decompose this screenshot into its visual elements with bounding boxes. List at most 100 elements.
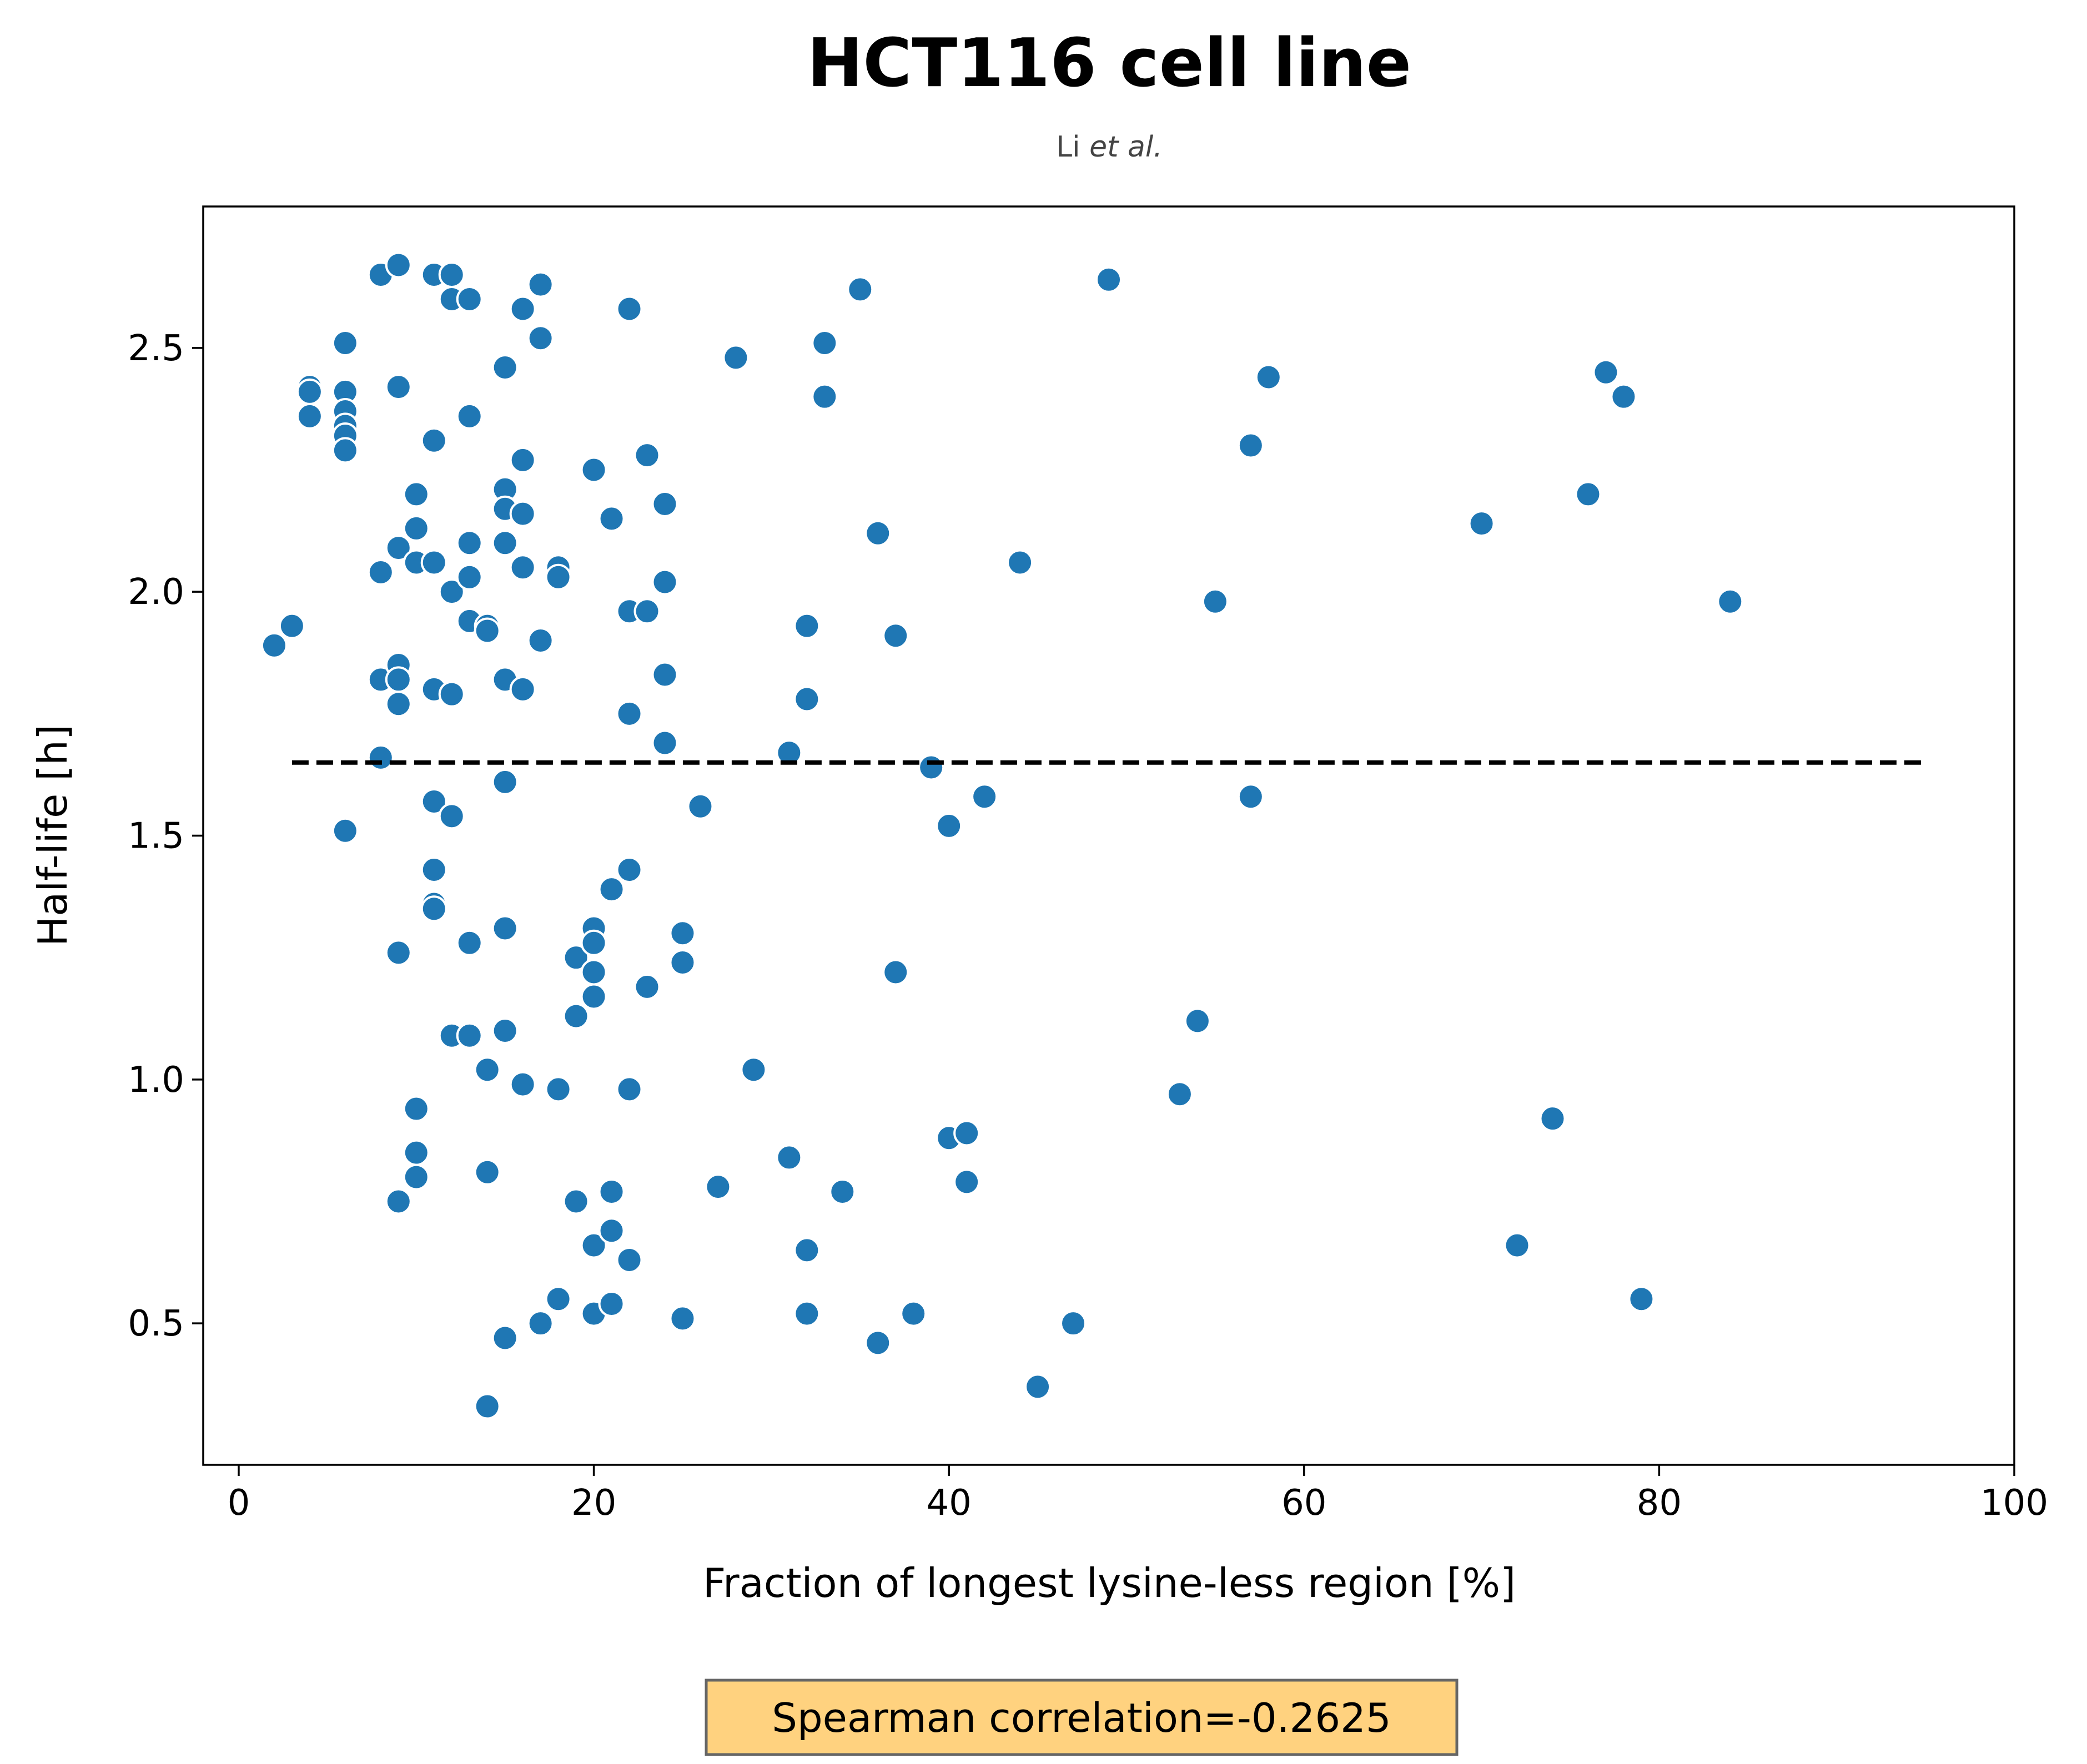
plot-frame — [202, 205, 2015, 1466]
data-point-79 — [562, 944, 590, 971]
chart-title: HCT116 cell line — [807, 25, 1411, 102]
x-axis-ticks: 0 20 40 60 80 100 — [228, 1465, 2048, 1524]
data-point-110 — [687, 793, 714, 820]
data-point-40 — [438, 578, 465, 606]
data-point-115 — [776, 1144, 803, 1171]
data-point-138 — [1095, 266, 1122, 293]
data-point-97 — [616, 856, 643, 884]
data-point-11 — [331, 817, 359, 844]
x-tick-label-5: 100 — [1980, 1483, 2048, 1524]
data-point-122 — [829, 1178, 856, 1205]
data-point-96 — [616, 700, 643, 727]
data-point-86 — [580, 983, 607, 1010]
data-point-114 — [776, 739, 803, 767]
data-point-91 — [598, 1178, 625, 1205]
data-point-139 — [1166, 1081, 1193, 1108]
data-point-147 — [1539, 1105, 1566, 1132]
x-tick-label-1: 20 — [571, 1483, 616, 1524]
data-point-4 — [296, 402, 323, 430]
data-point-84 — [580, 929, 607, 956]
data-point-146 — [1503, 1232, 1531, 1259]
data-point-93 — [598, 1291, 625, 1318]
data-point-145 — [1468, 510, 1495, 537]
y-axis-label: Half-life [h] — [29, 724, 76, 946]
spearman-annotation-text: Spearman correlation=-0.2625 — [772, 1695, 1391, 1741]
data-point-148 — [1575, 481, 1602, 508]
data-point-64 — [491, 1324, 519, 1352]
data-point-107 — [669, 920, 696, 947]
data-point-61 — [491, 768, 519, 795]
data-point-98 — [616, 1076, 643, 1103]
data-point-29 — [403, 1163, 430, 1191]
data-point-44 — [456, 285, 483, 313]
data-point-73 — [527, 627, 554, 654]
data-point-118 — [793, 1237, 821, 1264]
data-point-136 — [1024, 1373, 1052, 1400]
data-point-100 — [633, 442, 661, 469]
data-point-68 — [509, 554, 536, 581]
data-point-119 — [793, 1300, 821, 1327]
data-point-130 — [936, 812, 963, 839]
y-tick-label-3: 2.0 — [128, 572, 184, 613]
data-point-113 — [740, 1056, 767, 1083]
data-point-50 — [456, 1022, 483, 1049]
data-point-92 — [598, 1217, 625, 1244]
data-point-5 — [331, 330, 359, 357]
data-point-49 — [456, 929, 483, 956]
data-point-28 — [403, 1139, 430, 1166]
data-point-27 — [403, 1095, 430, 1122]
data-point-126 — [882, 622, 909, 649]
data-point-3 — [296, 378, 323, 405]
y-tick-label-1: 1.0 — [128, 1060, 184, 1101]
y-tick-label-0: 0.5 — [128, 1303, 184, 1344]
data-point-111 — [705, 1173, 732, 1201]
data-point-101 — [633, 598, 661, 625]
data-point-17 — [385, 374, 412, 401]
data-point-76 — [545, 563, 572, 591]
data-point-120 — [811, 330, 838, 357]
data-point-89 — [598, 505, 625, 532]
data-point-103 — [651, 490, 678, 517]
data-point-87 — [580, 1232, 607, 1259]
data-point-121 — [811, 383, 838, 410]
subtitle-author: Li — [1056, 130, 1089, 164]
data-point-52 — [474, 617, 501, 644]
x-tick-label-2: 40 — [926, 1483, 971, 1524]
data-point-25 — [403, 515, 430, 542]
data-point-42 — [438, 803, 465, 830]
data-point-62 — [491, 915, 519, 942]
data-point-143 — [1237, 783, 1264, 810]
data-point-132 — [953, 1120, 980, 1147]
data-point-45 — [456, 402, 483, 430]
data-point-78 — [545, 1286, 572, 1313]
data-point-1 — [278, 612, 305, 639]
x-tick-label-0: 0 — [228, 1483, 250, 1524]
data-point-128 — [900, 1300, 927, 1327]
data-points — [260, 251, 1744, 1420]
data-point-18 — [385, 535, 412, 562]
data-point-24 — [403, 481, 430, 508]
data-point-54 — [474, 1158, 501, 1186]
data-point-81 — [562, 1188, 590, 1215]
data-point-47 — [456, 563, 483, 591]
data-point-63 — [491, 1017, 519, 1044]
data-point-72 — [527, 325, 554, 352]
data-point-66 — [509, 446, 536, 473]
data-point-56 — [491, 354, 519, 381]
data-point-15 — [367, 744, 394, 771]
data-point-151 — [1628, 1286, 1655, 1313]
chart-subtitle: Li et al. — [1056, 130, 1163, 164]
x-axis-label: Fraction of longest lysine-less region [… — [703, 1560, 1516, 1606]
data-point-99 — [616, 1246, 643, 1273]
data-point-90 — [598, 876, 625, 903]
data-point-137 — [1060, 1310, 1087, 1337]
data-point-32 — [420, 549, 447, 576]
data-point-85 — [580, 959, 607, 986]
y-tick-label-2: 1.5 — [128, 816, 184, 857]
data-point-35 — [420, 856, 447, 884]
data-point-149 — [1592, 359, 1620, 386]
data-point-94 — [616, 295, 643, 322]
data-point-108 — [669, 949, 696, 976]
data-point-70 — [509, 1071, 536, 1098]
